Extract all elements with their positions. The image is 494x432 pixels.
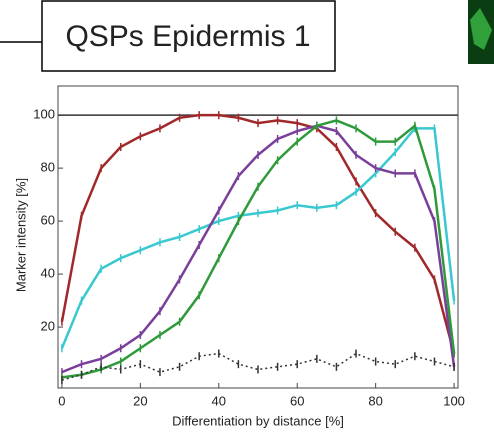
plot-frame [57, 85, 459, 389]
chart-title: QSPs Epidermis 1 [65, 20, 310, 53]
x-tick-label: 100 [443, 393, 465, 408]
x-tick-label: 20 [133, 393, 147, 408]
thumbnail-detail [470, 8, 492, 50]
x-tick-label: 0 [58, 393, 65, 408]
x-tick-label: 40 [212, 393, 226, 408]
x-tick-label: 60 [290, 393, 304, 408]
y-tick-label: 20 [41, 319, 55, 334]
x-tick-label: 80 [368, 393, 382, 408]
series-line [61, 119, 456, 379]
series-line [61, 124, 456, 374]
series-line [61, 352, 455, 381]
y-axis-label: Marker intensity [%] [13, 178, 28, 292]
y-tick-label: 40 [41, 266, 55, 281]
series-line [60, 127, 456, 349]
title-box [41, 0, 336, 72]
x-axis-label: Differentiation by distance [%] [172, 413, 344, 428]
y-tick-label: 60 [41, 213, 55, 228]
y-tick-label: 80 [41, 160, 55, 175]
y-tick-label: 100 [33, 107, 55, 122]
